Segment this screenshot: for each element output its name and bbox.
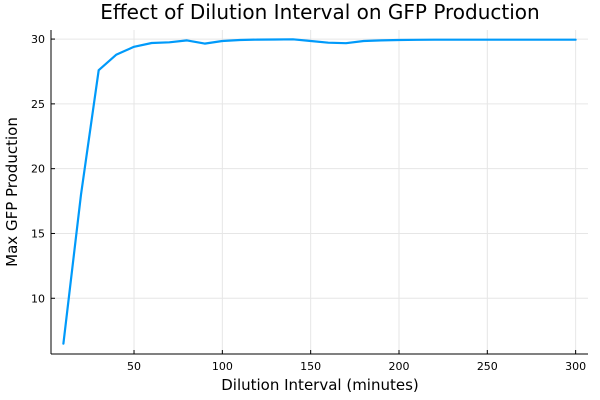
x-tick-label: 250 [477, 360, 498, 373]
chart-title: Effect of Dilution Interval on GFP Produ… [100, 0, 539, 24]
x-axis-label: Dilution Interval (minutes) [221, 376, 419, 394]
y-tick-label: 15 [31, 227, 45, 240]
grid [51, 30, 588, 354]
y-tick-label: 25 [31, 98, 45, 111]
y-tick-label: 30 [31, 33, 45, 46]
x-tick-label: 150 [300, 360, 321, 373]
y-ticks: 10 15 20 25 30 [31, 33, 55, 305]
series [62, 38, 577, 345]
y-tick-label: 10 [31, 292, 45, 305]
x-tick-label: 100 [212, 360, 233, 373]
x-tick-label: 200 [388, 360, 409, 373]
series-line [62, 38, 577, 345]
y-tick-label: 20 [31, 163, 45, 176]
axes [50, 30, 588, 355]
x-tick-label: 50 [127, 360, 141, 373]
x-tick-label: 300 [565, 360, 586, 373]
x-ticks: 50 100 150 200 250 300 [127, 350, 586, 373]
y-axis-label: Max GFP Production [3, 117, 21, 267]
